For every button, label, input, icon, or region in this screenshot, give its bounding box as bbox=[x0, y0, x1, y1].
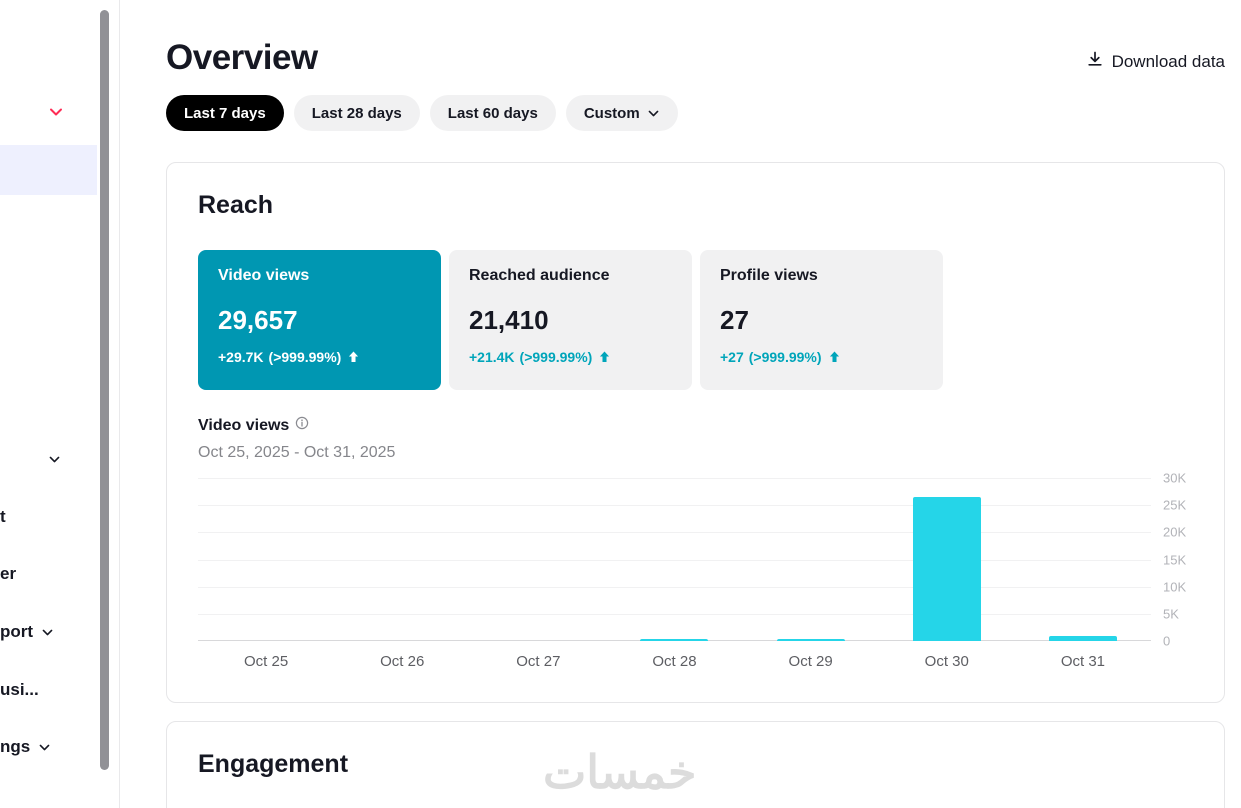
sidebar-item-t[interactable]: t bbox=[0, 505, 6, 529]
metric-cards: Video views 29,657 +29.7K (>999.99%) Reached… bbox=[198, 250, 1193, 390]
download-data-button[interactable]: Download data bbox=[1086, 50, 1225, 73]
metric-change: +29.7K (>999.99%) bbox=[218, 349, 421, 365]
chevron-down-icon bbox=[49, 456, 60, 462]
download-icon bbox=[1086, 50, 1104, 73]
sidebar-scrollbar[interactable] bbox=[100, 10, 109, 770]
x-tick-label: Oct 26 bbox=[380, 653, 425, 670]
x-tick-label: Oct 27 bbox=[516, 653, 561, 670]
bar-slot bbox=[198, 478, 334, 641]
reach-title: Reach bbox=[198, 191, 274, 219]
y-tick-label: 15K bbox=[1163, 552, 1187, 567]
sidebar-item-label: t bbox=[0, 507, 6, 526]
arrow-up-icon bbox=[349, 351, 359, 363]
bar-slot bbox=[606, 478, 742, 641]
metric-value: 27 bbox=[720, 305, 749, 335]
y-axis: 30K 25K 20K 15K 10K 5K 0 bbox=[1151, 471, 1193, 649]
y-tick-label: 20K bbox=[1163, 524, 1187, 540]
y-tick-label: 25K bbox=[1163, 497, 1187, 513]
x-tick-label: Oct 29 bbox=[788, 653, 833, 670]
gridline bbox=[198, 532, 1151, 534]
filter-label: Last 28 days bbox=[311, 104, 402, 122]
gridline bbox=[198, 505, 1151, 507]
bar-slot bbox=[743, 478, 879, 641]
main-content: Overview Download data Last 7 days Last 2… bbox=[121, 0, 1241, 808]
sidebar-item-label: usi... bbox=[0, 680, 39, 699]
sidebar-item-port[interactable]: port bbox=[0, 620, 54, 644]
sidebar-item-collapsed[interactable] bbox=[48, 447, 61, 471]
metric-change: +27 (>999.99%) bbox=[720, 349, 923, 365]
chevron-down-icon bbox=[39, 744, 50, 750]
x-tick-label: Oct 31 bbox=[1060, 653, 1105, 670]
y-tick-label: 10K bbox=[1163, 579, 1187, 595]
metric-value: 21,410 bbox=[469, 305, 549, 335]
chevron-down-icon bbox=[648, 110, 659, 116]
filter-label: Last 7 days bbox=[184, 104, 266, 122]
gridline bbox=[198, 586, 1151, 588]
sidebar-item-er[interactable]: er bbox=[0, 562, 16, 586]
x-tick-label: Oct 30 bbox=[924, 653, 969, 670]
download-label: Download data bbox=[1111, 51, 1225, 71]
y-tick-label: 30K bbox=[1163, 470, 1187, 486]
engagement-card: Engagement bbox=[166, 721, 1225, 808]
metric-label: Profile views bbox=[720, 267, 818, 284]
chevron-down-icon[interactable] bbox=[48, 104, 64, 120]
arrow-up-icon bbox=[829, 351, 839, 363]
filter-last-28-days[interactable]: Last 28 days bbox=[293, 95, 420, 131]
x-tick-label: Oct 28 bbox=[652, 653, 697, 670]
gridline bbox=[198, 478, 1151, 479]
plot-area bbox=[198, 478, 1151, 641]
filter-last-60-days[interactable]: Last 60 days bbox=[429, 95, 556, 131]
date-filter-group: Last 7 days Last 28 days Last 60 days Custo… bbox=[166, 95, 1225, 131]
sidebar-item-usi[interactable]: usi... bbox=[0, 678, 39, 702]
x-tick-label: Oct 25 bbox=[243, 653, 289, 670]
chart-header: Video views bbox=[198, 416, 1193, 435]
filter-last-7-days[interactable]: Last 7 days bbox=[166, 95, 284, 131]
filter-label: Last 60 days bbox=[447, 104, 538, 122]
bar-oct-31[interactable] bbox=[1048, 636, 1117, 641]
filter-label: Custom bbox=[583, 104, 640, 122]
arrow-up-icon bbox=[600, 351, 610, 363]
metric-label: Video views bbox=[218, 267, 310, 284]
bar-slot bbox=[334, 478, 470, 641]
y-tick-label: 0 bbox=[1163, 633, 1171, 649]
sidebar-active-item[interactable] bbox=[0, 145, 97, 195]
page-header: Overview Download data bbox=[166, 38, 1225, 78]
reach-card: Reach Video views 29,657 +29.7K (>999.99%) R… bbox=[166, 162, 1225, 703]
bar-oct-29[interactable] bbox=[776, 639, 845, 641]
y-tick-label: 5K bbox=[1163, 606, 1179, 622]
metric-change: +21.4K (>999.99%) bbox=[469, 349, 672, 365]
sidebar-item-label: port bbox=[0, 622, 34, 641]
engagement-title: Engagement bbox=[198, 750, 349, 778]
metric-card-video-views[interactable]: Video views 29,657 +29.7K (>999.99%) bbox=[198, 250, 441, 390]
sidebar: t er port usi... ngs bbox=[0, 0, 120, 808]
chevron-down-icon bbox=[42, 629, 53, 635]
bar-oct-30[interactable] bbox=[912, 497, 981, 641]
gridline bbox=[198, 559, 1151, 561]
sidebar-item-ngs[interactable]: ngs bbox=[0, 735, 51, 759]
metric-card-reached-audience[interactable]: Reached audience 21,410 +21.4K (>999.99%) bbox=[449, 250, 692, 390]
metric-value: 29,657 bbox=[218, 305, 298, 335]
sidebar-item-label: er bbox=[0, 564, 17, 583]
page-title: Overview bbox=[166, 38, 318, 77]
filter-custom[interactable]: Custom bbox=[565, 95, 678, 131]
chart-date-range: Oct 25, 2025 - Oct 31, 2025 bbox=[198, 444, 396, 461]
metric-card-profile-views[interactable]: Profile views 27 +27 (>999.99%) bbox=[700, 250, 943, 390]
bar-slot bbox=[1015, 478, 1151, 641]
gridline bbox=[198, 613, 1151, 615]
bar-slot bbox=[879, 478, 1015, 641]
sidebar-item-label: ngs bbox=[0, 737, 31, 756]
metric-label: Reached audience bbox=[469, 267, 610, 284]
bar-oct-28[interactable] bbox=[640, 639, 709, 641]
chart-title: Video views bbox=[198, 416, 290, 434]
x-axis: Oct 25 Oct 26 Oct 27 Oct 28 Oct 29 Oct 30 Oct … bbox=[198, 653, 1151, 670]
info-icon[interactable] bbox=[295, 416, 309, 435]
bar-chart: Oct 25 Oct 26 Oct 27 Oct 28 Oct 29 Oct 30 Oct … bbox=[198, 471, 1193, 670]
bar-slot bbox=[470, 478, 606, 641]
